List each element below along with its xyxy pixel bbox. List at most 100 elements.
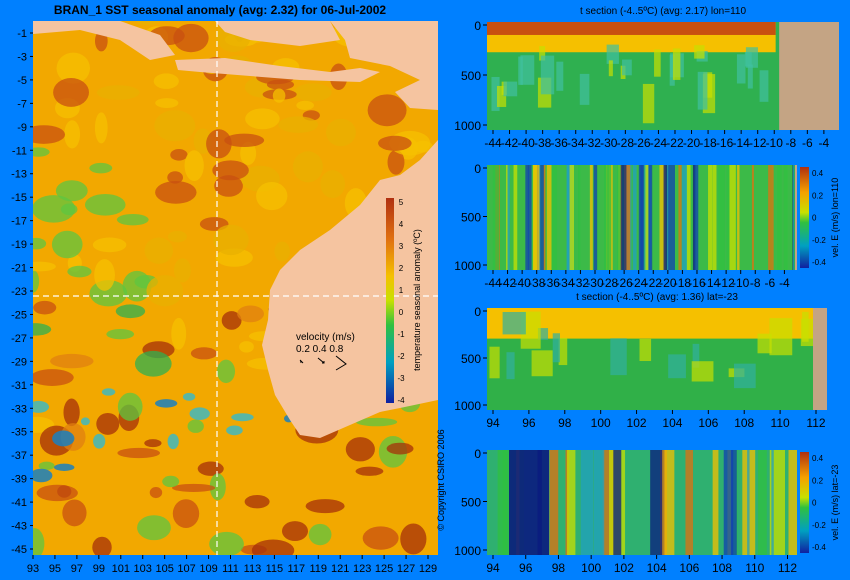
map-y-tick-label: -45 xyxy=(11,544,27,556)
map-x-tick-label: 125 xyxy=(375,563,393,575)
map-x-tick-label: 123 xyxy=(353,563,371,575)
section-x-tick-label: -8 xyxy=(785,136,796,150)
anomaly-patch xyxy=(240,141,257,166)
anomaly-patch xyxy=(190,347,218,360)
anomaly-patch xyxy=(197,461,224,476)
section-panel-4[interactable]: 0 500 1000 94 96 98 100 102 104 106 108 110 112 0.4 0.… xyxy=(454,447,840,575)
velocity-arrows xyxy=(299,355,347,371)
map-y-tick-label: -1 xyxy=(17,28,27,40)
section-title: t section (-4..5ºC) (avg: 1.36) lat=-23 xyxy=(576,292,738,303)
velocity-band xyxy=(694,165,699,270)
map-plot[interactable] xyxy=(19,6,447,561)
anomaly-patch xyxy=(320,170,345,199)
section-streak xyxy=(556,61,564,91)
velocity-colorbar-label: vel. E (m/s) lat=-23 xyxy=(830,465,840,541)
section-x-tick-label: 100 xyxy=(581,561,601,575)
anomaly-patch xyxy=(116,213,149,226)
velocity-colorbar-tick-label: -0.2 xyxy=(812,521,826,530)
anomaly-patch xyxy=(33,300,57,315)
anomaly-patch xyxy=(96,412,120,435)
section-streak xyxy=(606,44,619,64)
velocity-arrow-small xyxy=(299,359,304,364)
anomaly-patch xyxy=(94,112,108,144)
map-y-ticks: -1 -3 -5 -7 -9 -11 -13 -15 -17 -19 -21 -23 -25 -27 -29… xyxy=(11,28,33,556)
velocity-band xyxy=(768,165,774,270)
section-streak xyxy=(558,337,568,366)
section-panel-3[interactable]: t section (-4..5ºC) (avg: 1.36) lat=-23 0… xyxy=(454,292,845,430)
section-x-tick-label: -24 xyxy=(650,136,668,150)
section-streak xyxy=(691,361,714,382)
anomaly-patch xyxy=(256,181,288,211)
velocity-colorbar-tick-label: 0.4 xyxy=(812,169,824,178)
map-y-tick-label: -43 xyxy=(11,521,27,533)
anomaly-patch xyxy=(308,523,332,546)
velocity-colorbar-tick-label: -0.2 xyxy=(812,236,826,245)
anomaly-patch xyxy=(56,52,91,84)
section-x-tick-label: -26 xyxy=(633,136,651,150)
velocity-band xyxy=(492,165,500,270)
section-streak xyxy=(503,81,518,97)
map-y-tick-label: -7 xyxy=(17,98,27,110)
cold-eddy xyxy=(33,468,53,483)
section-streak xyxy=(759,70,769,102)
anomaly-patch xyxy=(62,499,87,527)
section-streak xyxy=(692,343,700,368)
land-indonesia xyxy=(33,21,175,60)
velocity-band xyxy=(550,165,558,270)
anomaly-patch xyxy=(274,241,290,262)
section-streak xyxy=(694,45,705,59)
section-panel-2[interactable]: 05001000-44-42-40-38-36-34-32-30-28-26-2… xyxy=(454,162,840,290)
anomaly-patch xyxy=(89,162,113,174)
section-streak xyxy=(531,350,553,377)
velocity-band xyxy=(660,450,667,555)
anomaly-patch xyxy=(251,539,295,555)
map-y-tick-label: -41 xyxy=(11,497,27,509)
velocity-band xyxy=(723,450,737,555)
cold-eddy xyxy=(54,463,75,472)
section-x-tick-label: -22 xyxy=(645,276,663,290)
section-x-tick-label: -6 xyxy=(764,276,775,290)
anomaly-patch xyxy=(155,98,179,108)
velocity-band xyxy=(607,165,612,270)
section-x-tick-label: -32 xyxy=(584,136,602,150)
velocity-colorbar-tick-label: -0.4 xyxy=(812,543,826,552)
map-x-tick-label: 117 xyxy=(288,563,306,575)
velocity-band xyxy=(566,165,571,270)
section-x-tick-label: -18 xyxy=(674,276,692,290)
anomaly-patch xyxy=(305,499,345,514)
map-x-tick-label: 127 xyxy=(397,563,415,575)
map-y-tick-label: -39 xyxy=(11,474,27,486)
section-streak xyxy=(757,333,772,354)
map-x-tick-label: 113 xyxy=(244,563,262,575)
section-streak xyxy=(506,352,515,380)
section-streak xyxy=(608,60,613,77)
section-x-tick-label: -16 xyxy=(688,276,706,290)
map-y-tick-label: -37 xyxy=(11,450,27,462)
velocity-band xyxy=(626,165,631,270)
section-y-tick-label: 500 xyxy=(461,496,481,510)
velocity-band xyxy=(692,165,696,270)
cold-eddy xyxy=(189,407,210,421)
map-x-tick-label: 93 xyxy=(27,563,39,575)
anomaly-patch xyxy=(60,203,78,216)
section-x-tick-label: 96 xyxy=(522,416,536,430)
land-java xyxy=(175,58,380,82)
map-y-tick-label: -35 xyxy=(11,427,27,439)
velocity-colorbar-tick-label: 0.2 xyxy=(812,191,824,200)
section-y-tick-label: 0 xyxy=(474,162,481,176)
velocity-band xyxy=(712,450,719,555)
anomaly-patch xyxy=(296,100,314,110)
section-y-tick-label: 500 xyxy=(461,211,481,225)
velocity-label: velocity (m/s) xyxy=(296,332,355,343)
section-streak xyxy=(802,311,809,342)
section-x-tick-label: -32 xyxy=(572,276,590,290)
anomaly-patch xyxy=(244,495,270,509)
anomaly-patch xyxy=(206,129,232,159)
section-panel-1[interactable]: t section (-4..5ºC) (avg: 2.17) lon=110 0… xyxy=(454,6,839,150)
anomaly-patch xyxy=(184,150,204,181)
section-field xyxy=(487,450,797,555)
section-field xyxy=(487,165,797,270)
anomaly-patch xyxy=(173,258,191,283)
section-y-tick-label: 0 xyxy=(474,19,481,33)
map-x-tick-label: 107 xyxy=(177,563,195,575)
